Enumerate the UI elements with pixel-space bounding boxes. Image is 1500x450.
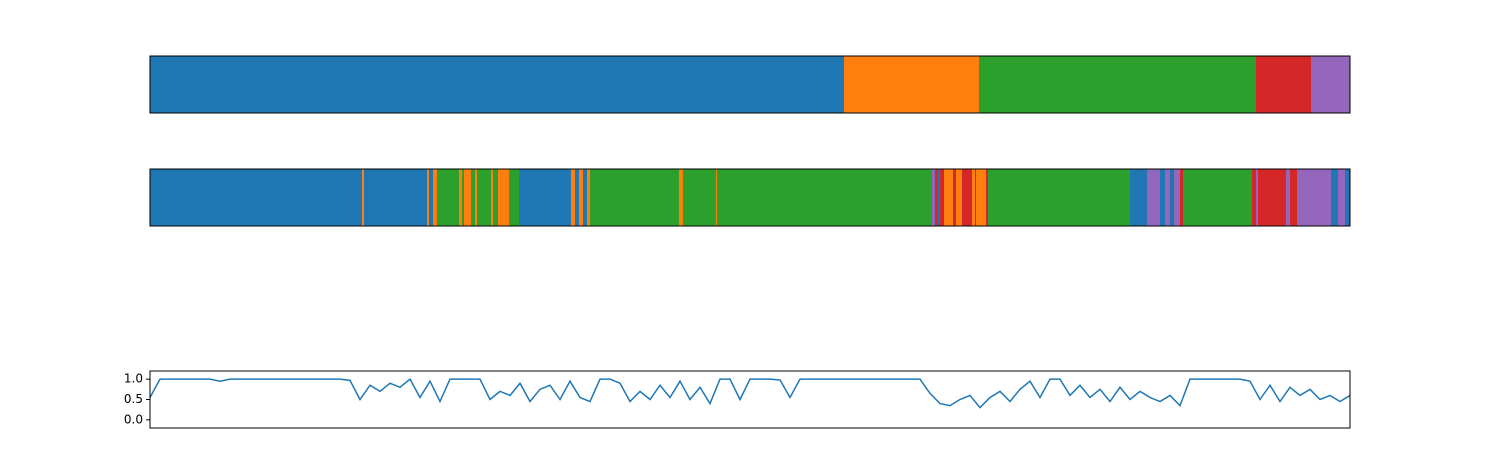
axes-frame [149, 168, 1351, 227]
axes-frame [149, 370, 1351, 429]
segment [1165, 169, 1170, 226]
segment [935, 169, 938, 226]
segment [1338, 169, 1345, 226]
segment [944, 169, 953, 226]
y-tick-label: 1.0 [124, 372, 143, 386]
segment [571, 169, 575, 226]
segment [575, 169, 579, 226]
segment [498, 169, 509, 226]
segment [972, 169, 975, 226]
segment [1170, 169, 1174, 226]
segment [471, 169, 475, 226]
segment [519, 169, 571, 226]
segment [493, 169, 498, 226]
segment [988, 169, 1130, 226]
y-tick-label: 0.5 [124, 392, 143, 406]
segment [717, 169, 932, 226]
segment [940, 169, 944, 226]
segment [1180, 169, 1183, 226]
segment [1130, 169, 1147, 226]
segment [716, 169, 717, 226]
segment [1183, 169, 1252, 226]
segment [509, 169, 519, 226]
segment [590, 169, 679, 226]
segment [962, 169, 972, 226]
segment [976, 169, 986, 226]
segment [1331, 169, 1338, 226]
segment [1256, 169, 1258, 226]
segment [477, 169, 491, 226]
segment [150, 169, 362, 226]
line [149, 377, 1351, 409]
segment [429, 169, 433, 226]
segment [986, 169, 988, 226]
segment [844, 56, 979, 113]
segment [1311, 56, 1350, 113]
segment [1147, 169, 1160, 226]
segment [475, 169, 477, 226]
segment [1160, 169, 1165, 226]
segment [579, 169, 583, 226]
axes-frame [149, 55, 1351, 114]
segment [683, 169, 716, 226]
segment [427, 169, 429, 226]
segment [1256, 56, 1311, 113]
segment [491, 169, 493, 226]
segment [953, 169, 956, 226]
segment [362, 169, 364, 226]
segment [1297, 169, 1331, 226]
segment [1258, 169, 1286, 226]
segment [433, 169, 437, 226]
segment [437, 169, 459, 226]
segment [979, 56, 1256, 113]
segment [364, 169, 427, 226]
segment [459, 169, 462, 226]
segment [938, 169, 940, 226]
segment [1345, 169, 1350, 226]
segment [1174, 169, 1180, 226]
segment [1286, 169, 1290, 226]
segment [975, 169, 976, 226]
segment [587, 169, 590, 226]
segment [1252, 169, 1256, 226]
segment [956, 169, 962, 226]
segment [583, 169, 587, 226]
segment [462, 169, 464, 226]
segment [464, 169, 471, 226]
segment [932, 169, 935, 226]
y-tick-label: 0.0 [124, 412, 143, 426]
segment [679, 169, 683, 226]
segment [150, 56, 844, 113]
segment [1290, 169, 1297, 226]
